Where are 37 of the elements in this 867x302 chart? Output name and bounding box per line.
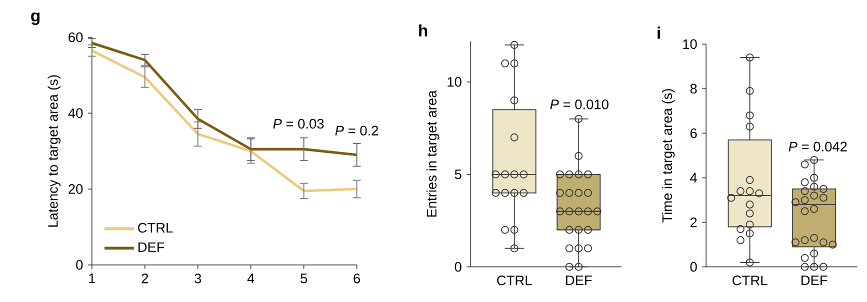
y-tick-label: 40 <box>68 108 83 118</box>
annotation: P = 0.010 <box>550 99 608 110</box>
x-tick-label: 3 <box>194 274 202 284</box>
y-tick-label: 10 <box>683 39 697 49</box>
y-tick-label: 4 <box>690 172 697 182</box>
x-tick-label: CTRL <box>732 275 768 286</box>
chart-title: h <box>419 24 428 36</box>
y-tick-label: 8 <box>690 84 697 94</box>
y-axis-title: Latency to target area (s) <box>48 75 61 227</box>
annotation: P = 0.042 <box>788 142 847 152</box>
line-series <box>90 42 358 156</box>
x-tick-label: DEF <box>566 275 592 285</box>
legend-label: DEF <box>138 242 164 252</box>
x-tick-label: 2 <box>142 274 148 284</box>
line-series <box>90 49 358 192</box>
x-tick-label: DEF <box>802 275 828 285</box>
y-tick-label: 2 <box>690 217 697 228</box>
chart-title: i <box>658 26 660 39</box>
annotation: P = 0.2 <box>335 126 378 136</box>
x-tick-label: CTRL <box>497 275 532 286</box>
x-tick-label: 5 <box>300 274 308 284</box>
y-tick-label: 0 <box>454 262 462 272</box>
annotation: P = 0.03 <box>273 118 324 129</box>
x-tick-label: 4 <box>247 274 254 283</box>
y-tick-label: 20 <box>68 184 83 194</box>
x-tick-label: 1 <box>89 274 96 283</box>
y-tick-label: 0 <box>76 260 83 270</box>
y-axis-title: Entries in target area <box>426 90 440 217</box>
x-tick-label: 6 <box>354 274 360 284</box>
y-axis-title: Time in target area (s) <box>662 88 675 222</box>
y-tick-label: 0 <box>690 262 697 272</box>
y-tick-label: 10 <box>448 76 462 87</box>
y-tick-label: 6 <box>690 128 697 138</box>
y-tick-label: 60 <box>68 32 83 42</box>
y-tick-label: 5 <box>454 170 462 180</box>
legend-label: CTRL <box>138 222 173 233</box>
chart-title: g <box>31 12 40 25</box>
